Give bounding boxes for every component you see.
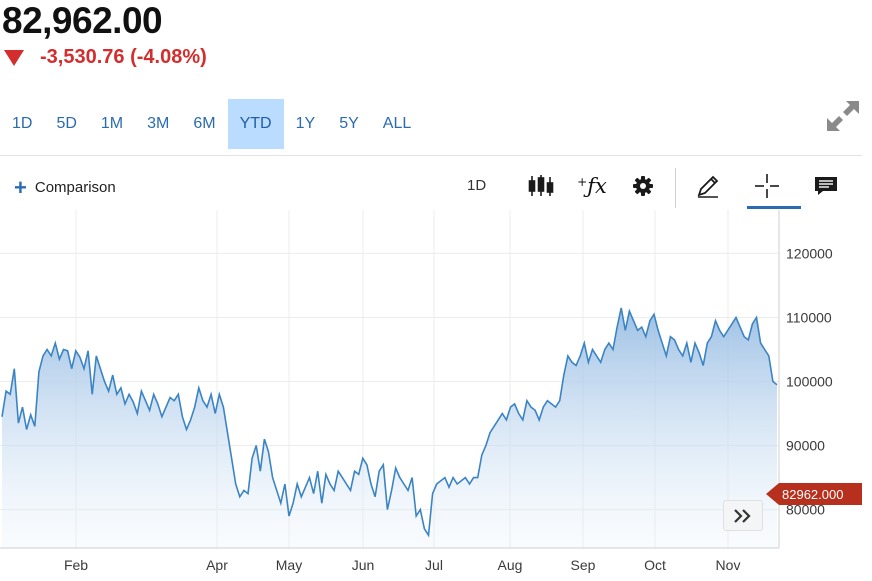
plus-icon: + — [14, 174, 27, 200]
range-5y[interactable]: 5Y — [339, 115, 359, 132]
range-1y[interactable]: 1Y — [295, 115, 316, 132]
x-tick-label: Oct — [644, 557, 666, 573]
range-6m[interactable]: 6M — [193, 115, 216, 132]
price-change-value: -3,530.76 (-4.08%) — [40, 46, 207, 68]
x-tick-label: Feb — [64, 557, 88, 573]
crosshair-icon[interactable] — [751, 170, 783, 202]
range-1m[interactable]: 1M — [100, 115, 124, 132]
comment-icon[interactable] — [810, 170, 842, 202]
x-tick-label: Jun — [352, 557, 375, 573]
toolbar-divider — [0, 155, 862, 156]
function-icon[interactable]: + ƒx — [577, 174, 607, 198]
y-axis: 120000 110000 100000 90000 80000 — [786, 245, 833, 517]
price-chart[interactable]: 120000 110000 100000 90000 80000 Feb Apr May Ju… — [0, 210, 872, 581]
price-line — [1, 307, 778, 538]
area-fill — [2, 307, 777, 548]
gear-icon[interactable] — [627, 170, 659, 202]
x-tick-label: Apr — [206, 557, 228, 573]
active-tool-indicator — [747, 206, 801, 209]
fullscreen-expand-icon[interactable] — [824, 98, 862, 134]
range-3m[interactable]: 3M — [147, 115, 170, 132]
pencil-icon[interactable] — [692, 170, 724, 202]
range-all[interactable]: ALL — [382, 115, 412, 132]
y-tick-label: 80000 — [786, 502, 825, 518]
range-selector: 1D 5D 1M 3M 6M YTD 1Y 5Y ALL — [0, 99, 423, 149]
down-arrow-icon — [4, 49, 24, 66]
candlestick-icon[interactable] — [525, 170, 557, 202]
x-tick-label: May — [276, 557, 302, 573]
range-1d[interactable]: 1D — [12, 115, 33, 132]
x-tick-label: Sep — [571, 557, 596, 573]
x-axis: Feb Apr May Jun Jul Aug Sep Oct Nov — [64, 557, 741, 573]
comparison-button[interactable]: + Comparison — [14, 174, 116, 200]
x-tick-label: Nov — [716, 557, 741, 573]
y-tick-label: 90000 — [786, 438, 825, 454]
range-ytd[interactable]: YTD — [227, 99, 284, 149]
x-tick-label: Aug — [498, 557, 523, 573]
comparison-label: Comparison — [34, 179, 116, 196]
last-price-tag: 82962.000 — [766, 483, 862, 505]
x-tick-label: Jul — [425, 557, 443, 573]
price-change: -3,530.76 (-4.08%) — [4, 46, 207, 69]
range-5d[interactable]: 5D — [56, 115, 77, 132]
scroll-right-button[interactable] — [723, 500, 763, 531]
y-tick-label: 120000 — [786, 245, 833, 261]
y-tick-label: 100000 — [786, 374, 833, 390]
toolbar-separator — [675, 168, 676, 208]
y-tick-label: 110000 — [786, 309, 832, 325]
double-chevron-right-icon — [734, 508, 751, 523]
interval-selector[interactable]: 1D — [467, 177, 487, 194]
last-price: 82,962.00 — [2, 0, 163, 41]
last-price-tag-label: 82962.000 — [782, 487, 843, 502]
